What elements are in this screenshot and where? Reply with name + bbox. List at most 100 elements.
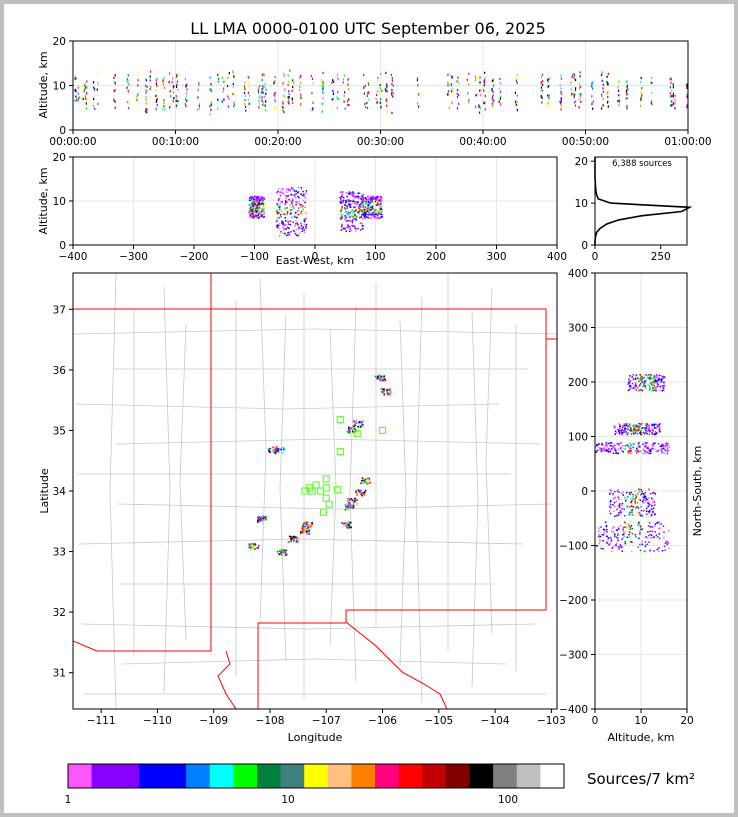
map-source (344, 522, 347, 525)
altitude-time-source (146, 108, 148, 111)
eastwest-source (377, 217, 380, 219)
altitude-time-source (175, 104, 177, 108)
northsouth-source (634, 494, 637, 497)
eastwest-source (261, 197, 264, 199)
altitude-time-source (85, 86, 87, 89)
northsouth-source (667, 449, 669, 452)
altitude-time-source (626, 86, 628, 89)
northsouth-source (629, 528, 632, 530)
eastwest-source (251, 212, 253, 214)
northsouth-source (632, 498, 634, 500)
northsouth-source (637, 506, 639, 508)
eastwest-source (263, 202, 265, 204)
eastwest-source (281, 222, 283, 224)
altitude-time-source (391, 82, 393, 86)
eastwest-source (290, 231, 292, 233)
altitude-time-source (185, 104, 187, 107)
northsouth-source (632, 514, 634, 516)
northsouth-source (653, 381, 656, 383)
northsouth-source (648, 541, 650, 543)
altitude-time-source (670, 77, 672, 80)
altitude-time-source (85, 107, 88, 110)
altitude-time-source (284, 88, 286, 91)
northsouth-source (648, 509, 651, 512)
northsouth-source (609, 501, 612, 503)
map-source (284, 549, 287, 552)
northsouth-source (634, 450, 637, 453)
eastwest-source (302, 205, 304, 207)
altitude-time-source (466, 78, 468, 81)
eastwest-source (263, 210, 265, 213)
northsouth-source (645, 427, 648, 430)
northsouth-source (608, 510, 611, 513)
eastwest-source (285, 228, 287, 230)
map-source (362, 482, 364, 485)
altitude-time-source (217, 80, 219, 83)
northsouth-source (652, 499, 654, 501)
eastwest-source (289, 213, 291, 215)
eastwest-source (250, 213, 252, 215)
altitude-time-source (322, 103, 324, 106)
map-source (351, 499, 354, 502)
eastwest-source (352, 195, 354, 197)
altitude-time-source (298, 88, 300, 92)
northsouth-source (644, 541, 647, 543)
altitude-time-source (300, 74, 302, 77)
map-source (347, 521, 350, 524)
map-source (384, 379, 386, 381)
northsouth-source (603, 532, 606, 534)
northsouth-source (640, 379, 642, 381)
northsouth-source (666, 450, 668, 453)
eastwest-source (304, 195, 306, 197)
eastwest-source (341, 226, 343, 228)
altitude-time-source (248, 86, 251, 89)
altitude-time-source (218, 77, 220, 80)
altitude-time-source (321, 110, 323, 113)
northsouth-source (651, 433, 654, 435)
eastwest-source (252, 207, 255, 210)
northsouth-source (638, 426, 640, 429)
altitude-time-source (186, 94, 188, 98)
eastwest-source (290, 213, 292, 215)
northsouth-source (627, 450, 629, 453)
map-source (264, 518, 267, 521)
altitude-time-source (375, 97, 377, 101)
northsouth-source (636, 501, 639, 504)
northsouth-source (638, 380, 640, 383)
northsouth-source (646, 502, 649, 504)
eastwest-source (375, 202, 378, 205)
altitude-time-source (674, 107, 676, 110)
map-source (361, 421, 364, 423)
altitude-time-panel: 00:00:00 00:10:00 00:20:00 00:30:00 00:40:00… (37, 36, 712, 148)
altitude-time-source (560, 102, 562, 105)
northsouth-source (621, 508, 623, 510)
northsouth-source (652, 526, 654, 528)
eastwest-source (253, 211, 255, 213)
eastwest-source (357, 227, 359, 230)
altitude-time-source (84, 88, 86, 91)
eastwest-source (379, 200, 382, 202)
northsouth-source (663, 447, 665, 450)
altitude-time-source (217, 107, 219, 110)
northsouth-source (638, 522, 640, 525)
map-source (273, 452, 276, 454)
northsouth-source (658, 374, 661, 377)
altitude-time-source (217, 99, 220, 102)
altitude-time-source (484, 101, 487, 104)
northsouth-xtick-label: 0 (592, 715, 599, 727)
eastwest-source (253, 215, 255, 218)
eastwest-source (359, 206, 362, 208)
map-source (278, 552, 280, 554)
altitude-time-source (478, 89, 481, 92)
altitude-time-source (548, 77, 550, 81)
map-source (301, 531, 304, 534)
northsouth-source (657, 378, 660, 380)
map-source (341, 521, 343, 524)
northsouth-source (641, 490, 643, 493)
map-source (350, 506, 352, 509)
northsouth-source (651, 423, 653, 426)
map-source (276, 550, 279, 553)
northsouth-source (644, 427, 646, 429)
altitude-time-source (227, 96, 229, 99)
northsouth-source (640, 382, 642, 385)
